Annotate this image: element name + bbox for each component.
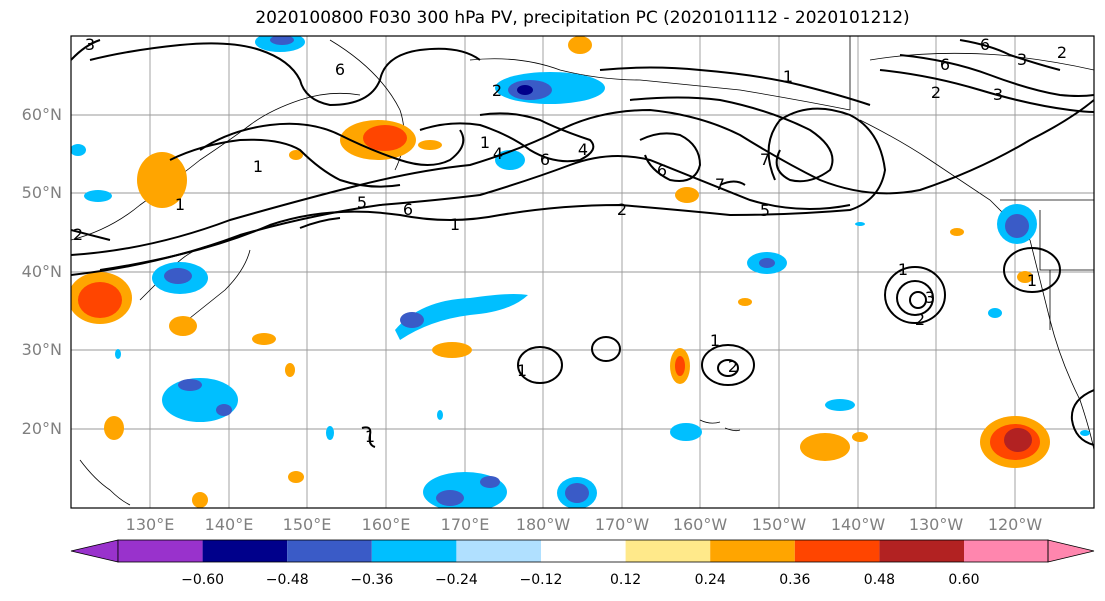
contour-label: 7 [715,175,725,194]
pv-contours [71,39,1094,448]
colorbar-segment [794,540,880,562]
colorbar-tick-label: 0.12 [610,572,642,588]
contour-label: 1 [898,260,908,279]
contour-label: 2 [617,200,627,219]
lat-label-50n: 50°N [21,183,62,202]
map-title: 2020100800 F030 300 hPa PV, precipitatio… [255,8,910,28]
lon-label: 140°W [830,515,886,534]
contour-label: 1 [480,133,490,152]
contour-label: 2 [915,310,925,329]
colorbar-segment [202,540,288,562]
contour-label: 1 [710,331,720,350]
colorbar-tick-label: −0.60 [181,572,225,588]
contour-label: 3 [1017,50,1027,69]
colorbar-tick-label: 0.48 [863,572,895,588]
map-frame [70,35,1095,509]
lon-label: 130°W [908,515,964,534]
colorbar-tick-label: 0.24 [694,572,726,588]
contour-label: 6 [940,55,950,74]
contour-label: 1 [450,215,460,234]
contour-label: 4 [493,144,503,163]
colorbar-segment [456,540,541,562]
coastlines [71,36,1094,506]
contour-label: 7 [760,150,770,169]
lon-label: 120°W [987,515,1043,534]
contour-label: 2 [728,357,738,376]
lat-label-30n: 30°N [21,340,62,359]
colorbar-segment [710,540,795,562]
contour-label: 1 [365,427,375,446]
lat-label-40n: 40°N [21,262,62,281]
lon-label: 160°W [672,515,728,534]
lon-label: 150°W [751,515,807,534]
colorbar-tick-label: −0.36 [350,572,394,588]
contour-label: 2 [492,81,502,100]
colorbar-segment [118,540,203,562]
colorbar-segment [625,540,711,562]
colorbar-tick-label: −0.12 [519,572,563,588]
contour-label: 6 [335,60,345,79]
contour-label: 1 [517,361,527,380]
contour-label: 3 [993,85,1003,104]
colorbar-extend-high [1047,539,1095,563]
gridlines [71,36,1094,508]
colorbar-segment [541,540,626,562]
contour-labels: 3 2 1 6 5 4 1 2 6 4 7 6 7 5 2 6 3 1 1 2 … [73,35,1067,446]
lon-label: 170°E [440,515,490,534]
lon-label: 150°E [282,515,332,534]
colorbar-tick-label: 0.36 [779,572,811,588]
contour-label: 3 [925,288,935,307]
lon-label: 140°E [204,515,254,534]
contour-label: 2 [73,225,83,244]
colorbar-tick-label: −0.48 [265,572,309,588]
contour-label: 5 [357,193,367,212]
colorbar-extend-low [70,539,119,563]
colorbar-segment [371,540,457,562]
contour-label: 3 [85,35,95,54]
contour-label: 6 [403,200,413,219]
precip-negative [71,36,1090,508]
colorbar-tick-label: 0.60 [948,572,980,588]
contour-label: 1 [253,157,263,176]
contour-label: 4 [578,140,588,159]
precip-positive [71,36,1050,508]
lat-label-20n: 20°N [21,419,62,438]
lat-label-60n: 60°N [21,105,62,124]
contour-label: 5 [760,201,770,220]
colorbar [70,539,1095,563]
contour-label: 6 [540,150,550,169]
contour-label: 1 [1027,271,1037,290]
colorbar-segment [287,540,372,562]
contour-label: 2 [1057,43,1067,62]
lon-label: 160°E [361,515,411,534]
contour-label: 1 [175,195,185,214]
colorbar-tick-label: −0.24 [434,572,478,588]
lon-label: 180°W [515,515,571,534]
colorbar-segment [879,540,964,562]
contour-label: 6 [980,35,990,54]
contour-label: 2 [931,83,941,102]
contour-label: 1 [783,67,793,86]
colorbar-frame [117,539,1049,563]
lon-label: 130°E [125,515,175,534]
lon-label: 170°W [594,515,650,534]
contour-label: 6 [657,161,667,180]
colorbar-segment [964,540,1048,562]
precip-shading [71,36,1090,508]
